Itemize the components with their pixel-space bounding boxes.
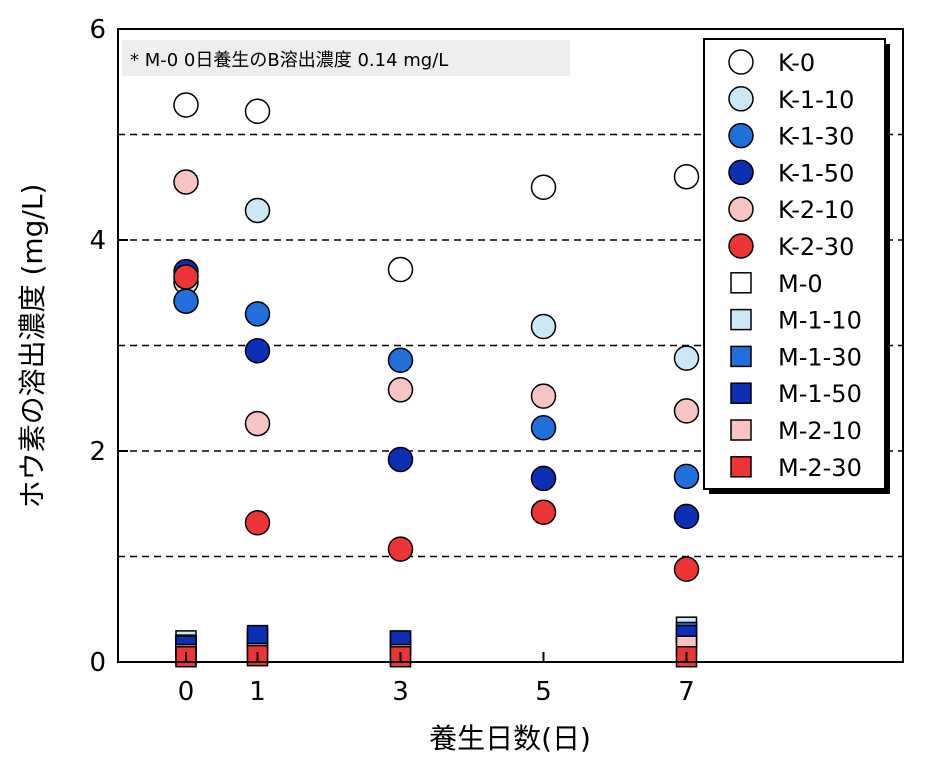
legend-marker-M-1-10 [730,308,752,331]
data-point-K-1-50 [244,338,271,364]
data-point-K-2-30 [387,536,414,562]
x-tick-label: 0 [178,677,195,707]
legend-marker-K-1-30 [728,122,754,149]
legend-marker-K-1-10 [728,86,754,112]
legend-marker-K-0 [728,49,754,75]
data-point-K-1-30 [387,347,414,374]
legend-label: K-1-30 [778,123,854,151]
legend-marker-K-2-10 [728,196,754,222]
data-point-K-2-30 [673,556,700,582]
data-point-K-0 [244,98,271,125]
legend-marker-K-2-30 [728,233,754,259]
data-point-K-1-10 [673,345,700,371]
legend-label: K-2-30 [778,233,854,261]
legend-marker-K-1-50 [728,159,754,186]
x-tick-label: 3 [392,677,409,707]
data-point-K-2-10 [173,169,199,195]
data-point-K-2-10 [673,398,700,424]
y-axis-title: ホウ素の溶出濃度 (mg/L) [16,184,49,509]
data-point-K-2-10 [530,383,557,409]
annotation-background [122,40,570,76]
legend-label: M-1-30 [778,343,862,371]
legend-label: M-1-50 [778,380,862,408]
legend-box [703,38,886,490]
legend-label: K-1-50 [778,159,854,187]
data-point-K-1-10 [530,313,557,340]
data-point-K-2-10 [244,410,271,437]
legend-marker-M-0 [730,272,752,294]
y-tick-label: 4 [89,226,106,256]
legend-label: M-2-30 [778,454,862,482]
legend: K-0 K-1-10 K-1-30 K-1-50 K-2-10 K-2-30 M-0 M-1-… [703,38,890,494]
data-point-K-0 [530,174,557,200]
x-axis-title: 養生日数(日) [429,722,591,755]
data-point-K-2-30 [244,509,271,536]
legend-marker-M-2-30 [730,456,752,478]
x-tick-label: 1 [249,677,266,707]
data-point-K-1-50 [673,503,700,530]
data-point-K-2-10 [387,377,414,403]
legend-marker-M-1-30 [730,345,752,368]
legend-marker-M-2-10 [730,419,752,441]
legend-marker-M-1-50 [730,382,752,404]
data-point-K-1-30 [244,301,271,327]
y-tick-label: 2 [89,437,106,467]
data-point-K-0 [387,256,414,283]
annotation-text: * M-0 0日養生のB溶出濃度 0.14 mg/L [130,50,448,71]
data-point-K-1-30 [173,288,199,314]
data-point-K-2-30 [530,499,557,525]
plot-frame [117,28,904,663]
x-tick-label: 5 [535,677,552,707]
legend-label: M-2-10 [778,417,862,445]
data-point-K-1-30 [530,415,557,441]
data-points [173,92,700,668]
axis-ticks: 0 2 4 6 0 1 3 5 7 [89,15,694,707]
data-point-K-1-50 [530,465,557,492]
data-point-K-0 [673,163,700,190]
y-tick-label: 6 [89,15,106,45]
legend-label: K-2-10 [778,196,854,224]
legend-label: M-0 [778,270,823,298]
data-point-M-1-50 [246,624,269,647]
annotation-box: * M-0 0日養生のB溶出濃度 0.14 mg/L [122,40,570,76]
x-tick-label: 7 [678,677,695,707]
legend-label: K-0 [778,49,815,77]
y-tick-label: 0 [89,648,106,678]
data-point-K-0 [173,92,199,118]
data-point-K-1-30 [673,463,700,490]
data-point-K-1-50 [387,446,414,473]
data-point-K-2-30 [173,264,199,290]
data-point-K-1-10 [244,197,271,224]
legend-label: K-1-10 [778,86,854,114]
legend-label: M-1-10 [778,307,862,335]
